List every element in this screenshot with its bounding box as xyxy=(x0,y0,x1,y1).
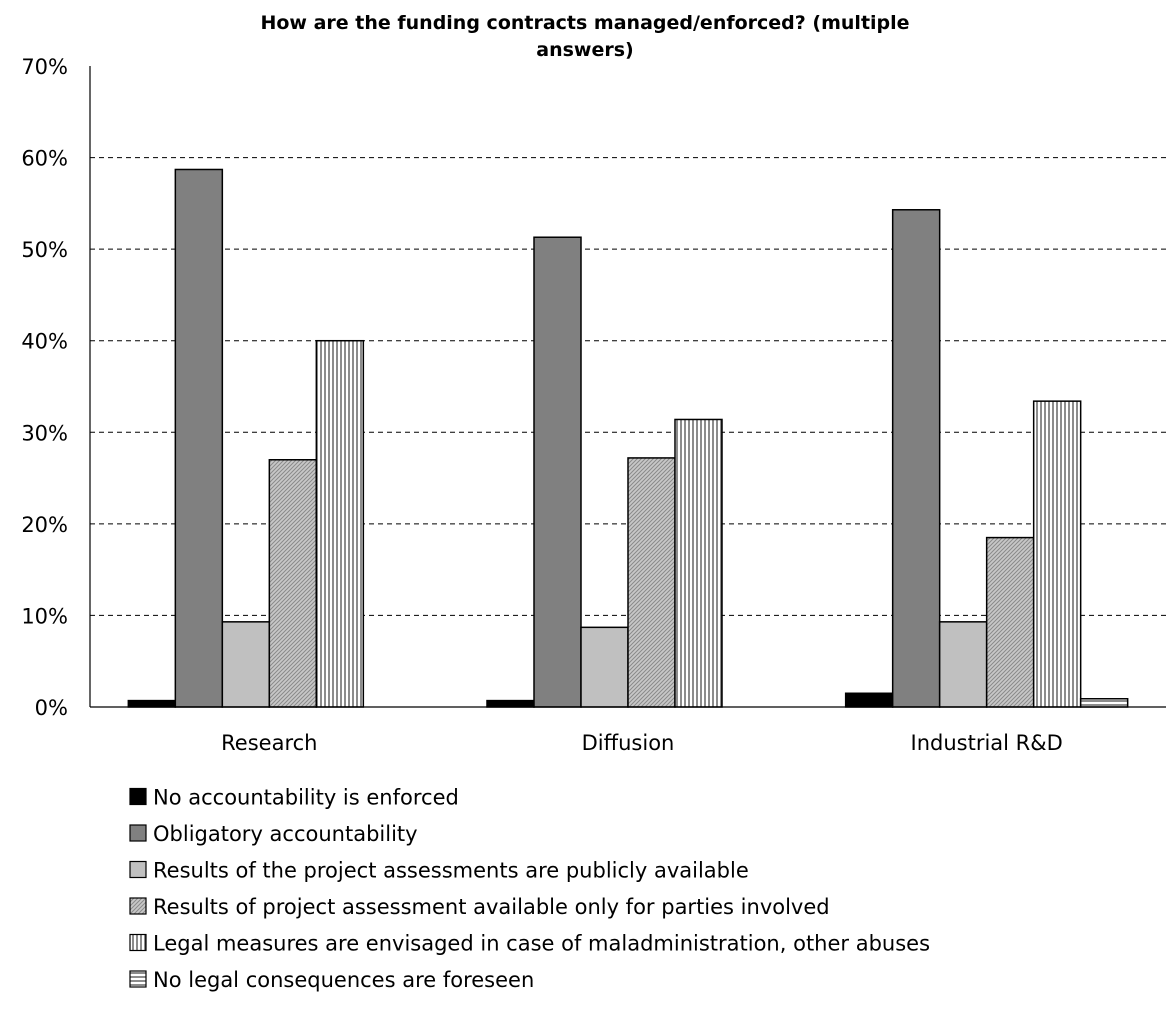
x-tick-label: Industrial R&D xyxy=(911,731,1063,755)
y-tick-label: 60% xyxy=(21,147,68,171)
bars xyxy=(127,168,1129,708)
bar xyxy=(315,339,365,708)
bar xyxy=(533,236,582,708)
legend-label: No legal consequences are foreseen xyxy=(153,968,534,992)
bar xyxy=(844,692,894,708)
bar xyxy=(580,626,629,708)
chart-title: How are the funding contracts managed/en… xyxy=(260,12,909,61)
bar xyxy=(174,168,224,708)
y-tick-label: 40% xyxy=(21,330,68,354)
legend-label: Legal measures are envisaged in case of … xyxy=(153,932,930,956)
chart-title-line: answers) xyxy=(536,39,633,61)
legend-label: Results of the project assessments are p… xyxy=(153,859,749,883)
y-tick-label: 50% xyxy=(21,238,68,262)
bar xyxy=(938,621,988,708)
y-tick-label: 70% xyxy=(21,55,68,79)
bar xyxy=(1079,698,1129,708)
legend-swatch xyxy=(129,970,147,988)
legend: No accountability is enforced Obligatory … xyxy=(129,786,930,992)
category-labels: Research Diffusion Industrial R&D xyxy=(221,731,1063,755)
legend-swatch xyxy=(129,787,147,806)
y-tick-label: 0% xyxy=(35,696,68,720)
y-tick-labels: 0% 10% 20% 30% 40% 50% 60% 70% xyxy=(21,55,68,720)
legend-label: Results of project assessment available … xyxy=(153,895,830,919)
bar xyxy=(627,457,676,708)
legend-swatch xyxy=(129,897,147,915)
axes xyxy=(89,66,1166,708)
chart-title-line: How are the funding contracts managed/en… xyxy=(260,12,909,34)
legend-swatch xyxy=(129,824,147,842)
bar xyxy=(221,621,271,708)
y-tick-label: 10% xyxy=(21,604,68,628)
x-tick-label: Research xyxy=(221,731,317,755)
x-tick-label: Diffusion xyxy=(582,731,675,755)
bar xyxy=(486,699,535,708)
bar xyxy=(985,536,1035,708)
y-tick-label: 20% xyxy=(21,513,68,537)
bar xyxy=(127,699,177,708)
bar xyxy=(268,459,318,708)
legend-label: No accountability is enforced xyxy=(153,786,459,810)
bar xyxy=(674,418,723,708)
bar xyxy=(1032,400,1082,708)
legend-swatch xyxy=(129,860,147,879)
legend-swatch xyxy=(129,933,147,952)
y-tick-label: 30% xyxy=(21,421,68,445)
legend-label: Obligatory accountability xyxy=(153,822,418,846)
bar xyxy=(891,209,941,708)
